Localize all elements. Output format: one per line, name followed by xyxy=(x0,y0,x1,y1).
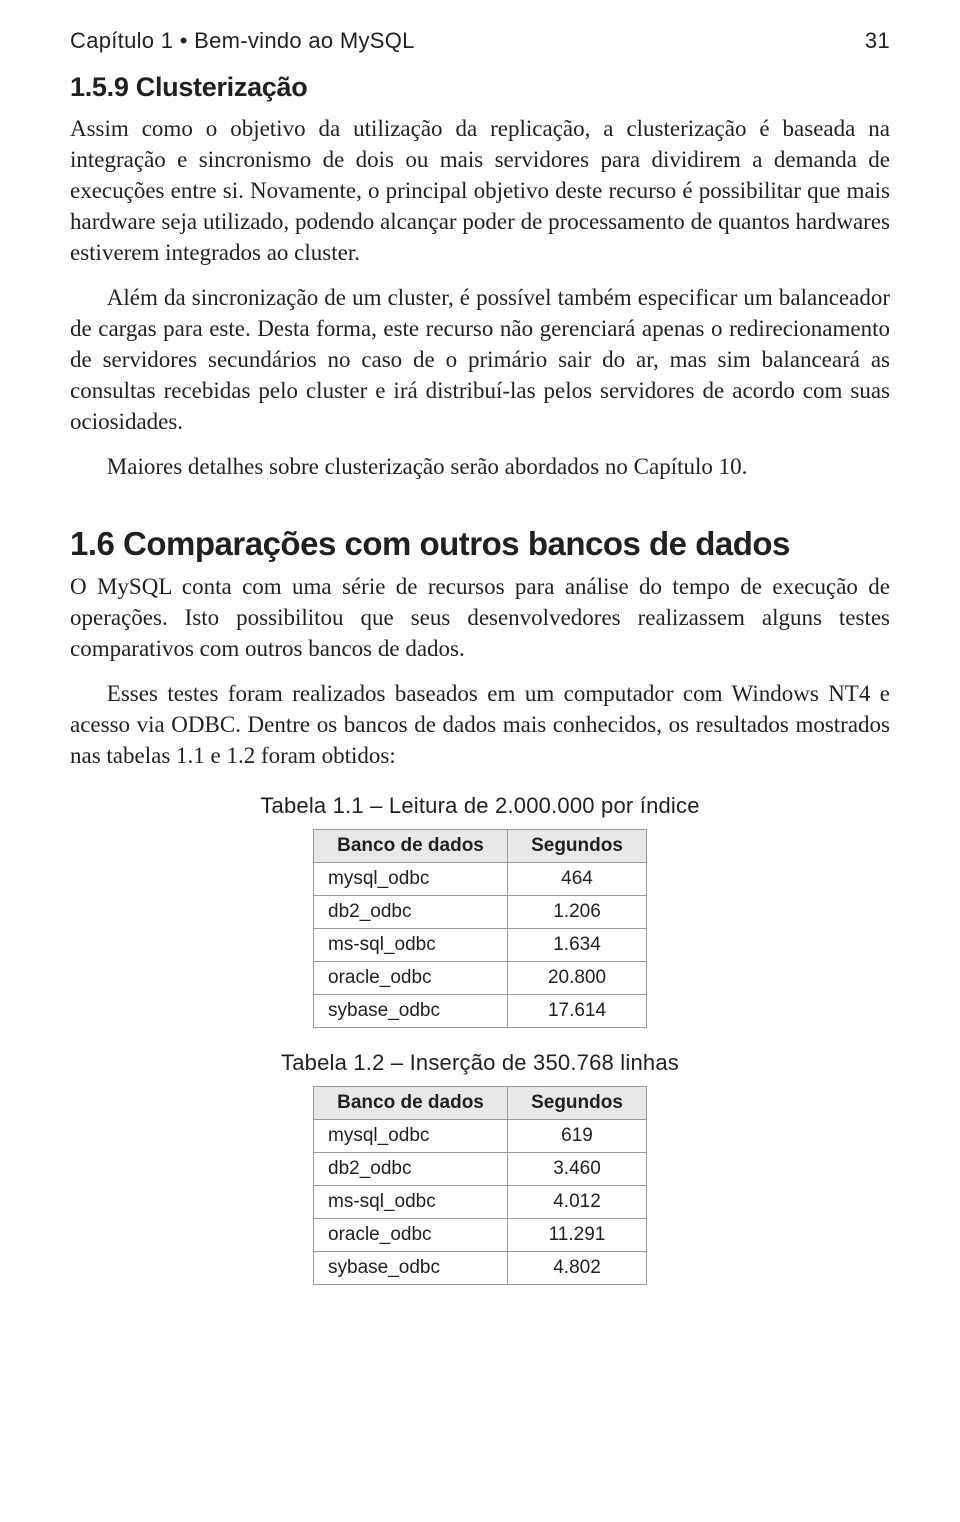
table-cell: db2_odbc xyxy=(314,895,508,928)
table-cell: 619 xyxy=(508,1119,647,1152)
table-cell: 1.206 xyxy=(508,895,647,928)
table-cell: 4.802 xyxy=(508,1251,647,1284)
table-row: db2_odbc3.460 xyxy=(314,1152,647,1185)
table-header-row: Banco de dados Segundos xyxy=(314,1086,647,1119)
table-cell: ms-sql_odbc xyxy=(314,1185,508,1218)
table-cell: sybase_odbc xyxy=(314,1251,508,1284)
table-1-1-caption: Tabela 1.1 – Leitura de 2.000.000 por ín… xyxy=(70,793,890,819)
page: Capítulo 1 • Bem-vindo ao MySQL 31 1.5.9… xyxy=(0,0,960,1522)
section-1-6-para-2: Esses testes foram realizados baseados e… xyxy=(70,678,890,771)
table-1-2-col-0: Banco de dados xyxy=(314,1086,508,1119)
table-row: ms-sql_odbc1.634 xyxy=(314,928,647,961)
table-row: db2_odbc1.206 xyxy=(314,895,647,928)
table-cell: sybase_odbc xyxy=(314,994,508,1027)
table-cell: 4.012 xyxy=(508,1185,647,1218)
table-row: ms-sql_odbc4.012 xyxy=(314,1185,647,1218)
section-1-5-9-para-1: Assim como o objetivo da utilização da r… xyxy=(70,113,890,268)
table-1-1-col-1: Segundos xyxy=(508,829,647,862)
section-1-5-9-para-3: Maiores detalhes sobre clusterização ser… xyxy=(70,451,890,482)
table-cell: db2_odbc xyxy=(314,1152,508,1185)
section-1-5-9-title: 1.5.9 Clusterização xyxy=(70,72,890,103)
running-head-left: Capítulo 1 • Bem-vindo ao MySQL xyxy=(70,28,415,54)
table-row: sybase_odbc4.802 xyxy=(314,1251,647,1284)
table-row: oracle_odbc20.800 xyxy=(314,961,647,994)
table-1-2-col-1: Segundos xyxy=(508,1086,647,1119)
section-1-6-para-1: O MySQL conta com uma série de recursos … xyxy=(70,571,890,664)
table-cell: mysql_odbc xyxy=(314,862,508,895)
table-cell: 3.460 xyxy=(508,1152,647,1185)
table-1-2: Banco de dados Segundos mysql_odbc619 db… xyxy=(313,1086,647,1285)
table-header-row: Banco de dados Segundos xyxy=(314,829,647,862)
table-cell: oracle_odbc xyxy=(314,1218,508,1251)
running-head: Capítulo 1 • Bem-vindo ao MySQL 31 xyxy=(70,28,890,54)
table-1-1: Banco de dados Segundos mysql_odbc464 db… xyxy=(313,829,647,1028)
table-cell: mysql_odbc xyxy=(314,1119,508,1152)
table-cell: 20.800 xyxy=(508,961,647,994)
section-1-6-title: 1.6 Comparações com outros bancos de dad… xyxy=(70,525,890,563)
table-row: sybase_odbc17.614 xyxy=(314,994,647,1027)
table-1-1-col-0: Banco de dados xyxy=(314,829,508,862)
table-cell: ms-sql_odbc xyxy=(314,928,508,961)
table-cell: 11.291 xyxy=(508,1218,647,1251)
table-cell: oracle_odbc xyxy=(314,961,508,994)
table-1-2-caption: Tabela 1.2 – Inserção de 350.768 linhas xyxy=(70,1050,890,1076)
table-cell: 17.614 xyxy=(508,994,647,1027)
section-1-5-9-para-2: Além da sincronização de um cluster, é p… xyxy=(70,282,890,437)
table-row: mysql_odbc464 xyxy=(314,862,647,895)
page-number: 31 xyxy=(865,28,890,54)
table-row: mysql_odbc619 xyxy=(314,1119,647,1152)
table-row: oracle_odbc11.291 xyxy=(314,1218,647,1251)
table-cell: 464 xyxy=(508,862,647,895)
table-cell: 1.634 xyxy=(508,928,647,961)
